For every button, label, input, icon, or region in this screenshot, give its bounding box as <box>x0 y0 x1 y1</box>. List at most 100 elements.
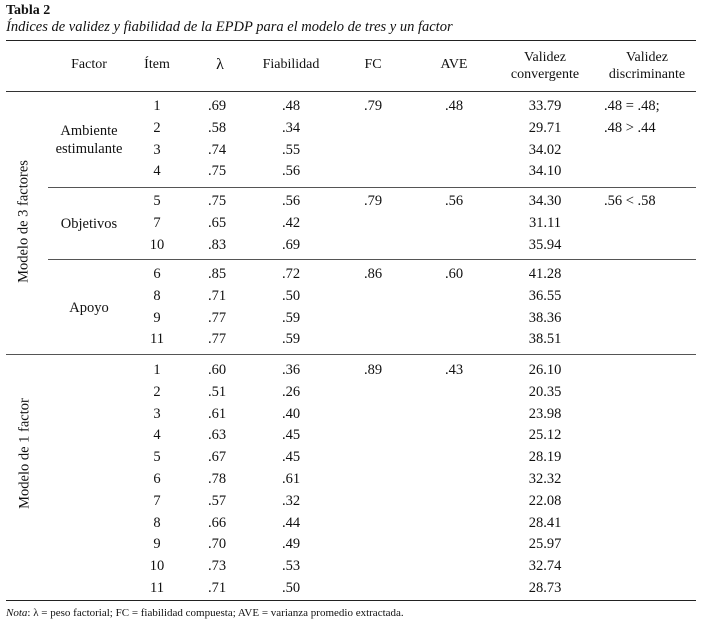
header-ave: AVE <box>440 57 468 72</box>
convergent-validity-value: 25.97 <box>528 536 562 553</box>
convergent-validity-value: 31.11 <box>528 214 562 231</box>
convergent-validity-value: 26.10 <box>528 362 562 378</box>
factor-group-label: Objetivos <box>48 215 130 233</box>
fiabilidad-value: .49 <box>281 536 301 553</box>
fiabilidad-value: .26 <box>281 383 301 400</box>
lambda-value: .63 <box>208 427 227 444</box>
discriminant-value: .48 > .44 <box>604 119 656 136</box>
fiabilidad-value: .56 <box>281 163 301 180</box>
header-validez-convergente: Validez convergente <box>500 49 590 83</box>
convergent-validity-value: 23.98 <box>528 405 562 422</box>
factor-group-label: Apoyo <box>48 299 130 317</box>
item-number: 11 <box>150 580 164 596</box>
group-separator <box>48 187 696 188</box>
factor-group-label-line: Ambiente <box>60 122 118 139</box>
item-number: 7 <box>153 492 161 509</box>
ave-value: .56 <box>444 193 464 209</box>
convergent-validity-value: 28.73 <box>528 580 562 596</box>
factor-group-label-line: estimulante <box>55 140 123 157</box>
fiabilidad-value: .34 <box>281 119 301 136</box>
fiabilidad-value: .42 <box>281 214 301 231</box>
lambda-value: .77 <box>208 309 227 326</box>
header-factor: Factor <box>71 57 107 72</box>
item-number: 11 <box>150 331 164 348</box>
table-title: Tabla 2 <box>6 3 51 18</box>
convergent-validity-value: 34.02 <box>528 141 562 158</box>
convergent-validity-value: 32.74 <box>528 558 562 575</box>
lambda-value: .57 <box>208 492 227 509</box>
header-validez-discriminante-line2: discriminante <box>608 67 686 82</box>
fiabilidad-value: .61 <box>281 471 301 487</box>
lambda-value: .58 <box>208 119 227 136</box>
fiabilidad-value: .40 <box>281 405 301 422</box>
fiabilidad-value: .48 <box>281 98 301 114</box>
lambda-value: .75 <box>208 163 227 180</box>
model-separator <box>6 354 696 355</box>
item-number: 1 <box>153 98 161 114</box>
lambda-value: .83 <box>208 236 227 253</box>
item-number: 5 <box>153 449 161 466</box>
convergent-validity-value: 33.79 <box>528 98 562 114</box>
lambda-value: .71 <box>208 580 227 596</box>
ave-value: .43 <box>444 362 464 378</box>
header-item: Ítem <box>144 57 170 72</box>
lambda-value: .78 <box>208 471 227 487</box>
header-fc: FC <box>364 57 382 72</box>
header-fiabilidad: Fiabilidad <box>262 57 320 72</box>
item-number: 6 <box>153 471 161 487</box>
ave-value: .60 <box>444 266 464 282</box>
convergent-validity-value: 41.28 <box>528 266 562 282</box>
item-number: 7 <box>153 214 161 231</box>
fc-value: .79 <box>363 193 383 209</box>
item-number: 6 <box>153 266 161 282</box>
table-caption: Índices de validez y fiabilidad de la EP… <box>6 19 453 35</box>
discriminant-value: .56 < .58 <box>604 193 656 209</box>
item-number: 5 <box>153 193 161 209</box>
fiabilidad-value: .59 <box>281 309 301 326</box>
convergent-validity-value: 36.55 <box>528 287 562 304</box>
fiabilidad-value: .45 <box>281 427 301 444</box>
convergent-validity-value: 20.35 <box>528 383 562 400</box>
item-number: 4 <box>153 163 161 180</box>
item-number: 10 <box>149 558 165 575</box>
lambda-value: .51 <box>208 383 227 400</box>
convergent-validity-value: 22.08 <box>528 492 562 509</box>
factor-group-label-line: Objetivos <box>60 215 118 232</box>
item-number: 8 <box>153 287 161 304</box>
fiabilidad-value: .56 <box>281 193 301 209</box>
fc-value: .79 <box>363 98 383 114</box>
lambda-value: .77 <box>208 331 227 348</box>
convergent-validity-value: 25.12 <box>528 427 562 444</box>
item-number: 2 <box>153 383 161 400</box>
ave-value: .48 <box>444 98 464 114</box>
item-number: 3 <box>153 405 161 422</box>
lambda-value: .70 <box>208 536 227 553</box>
header-rule <box>6 91 696 92</box>
convergent-validity-value: 28.19 <box>528 449 562 466</box>
convergent-validity-value: 28.41 <box>528 514 562 531</box>
lambda-value: .71 <box>208 287 227 304</box>
fiabilidad-value: .53 <box>281 558 301 575</box>
fiabilidad-value: .72 <box>281 266 301 282</box>
bottom-rule <box>6 600 696 601</box>
fiabilidad-value: .32 <box>281 492 301 509</box>
model-3-factors-label: Modelo de 3 factores <box>15 160 32 283</box>
model-1-factor-label: Modelo de 1 factor <box>16 398 33 509</box>
item-number: 8 <box>153 514 161 531</box>
factor-group-label-line: Apoyo <box>69 299 109 316</box>
item-number: 10 <box>149 236 165 253</box>
convergent-validity-value: 29.71 <box>528 119 562 136</box>
fiabilidad-value: .50 <box>281 580 301 596</box>
lambda-value: .66 <box>208 514 227 531</box>
lambda-value: .73 <box>208 558 227 575</box>
convergent-validity-value: 35.94 <box>528 236 562 253</box>
convergent-validity-value: 32.32 <box>528 471 562 487</box>
lambda-value: .60 <box>208 362 227 378</box>
item-number: 4 <box>153 427 161 444</box>
header-validez-convergente-line2: convergente <box>510 67 580 82</box>
table-note: Nota: λ = peso factorial; FC = fiabilida… <box>6 607 404 619</box>
note-text: : λ = peso factorial; FC = fiabilidad co… <box>27 607 404 619</box>
convergent-validity-value: 38.36 <box>528 309 562 326</box>
header-validez-discriminante-line1: Validez <box>626 50 668 65</box>
item-number: 2 <box>153 119 161 136</box>
